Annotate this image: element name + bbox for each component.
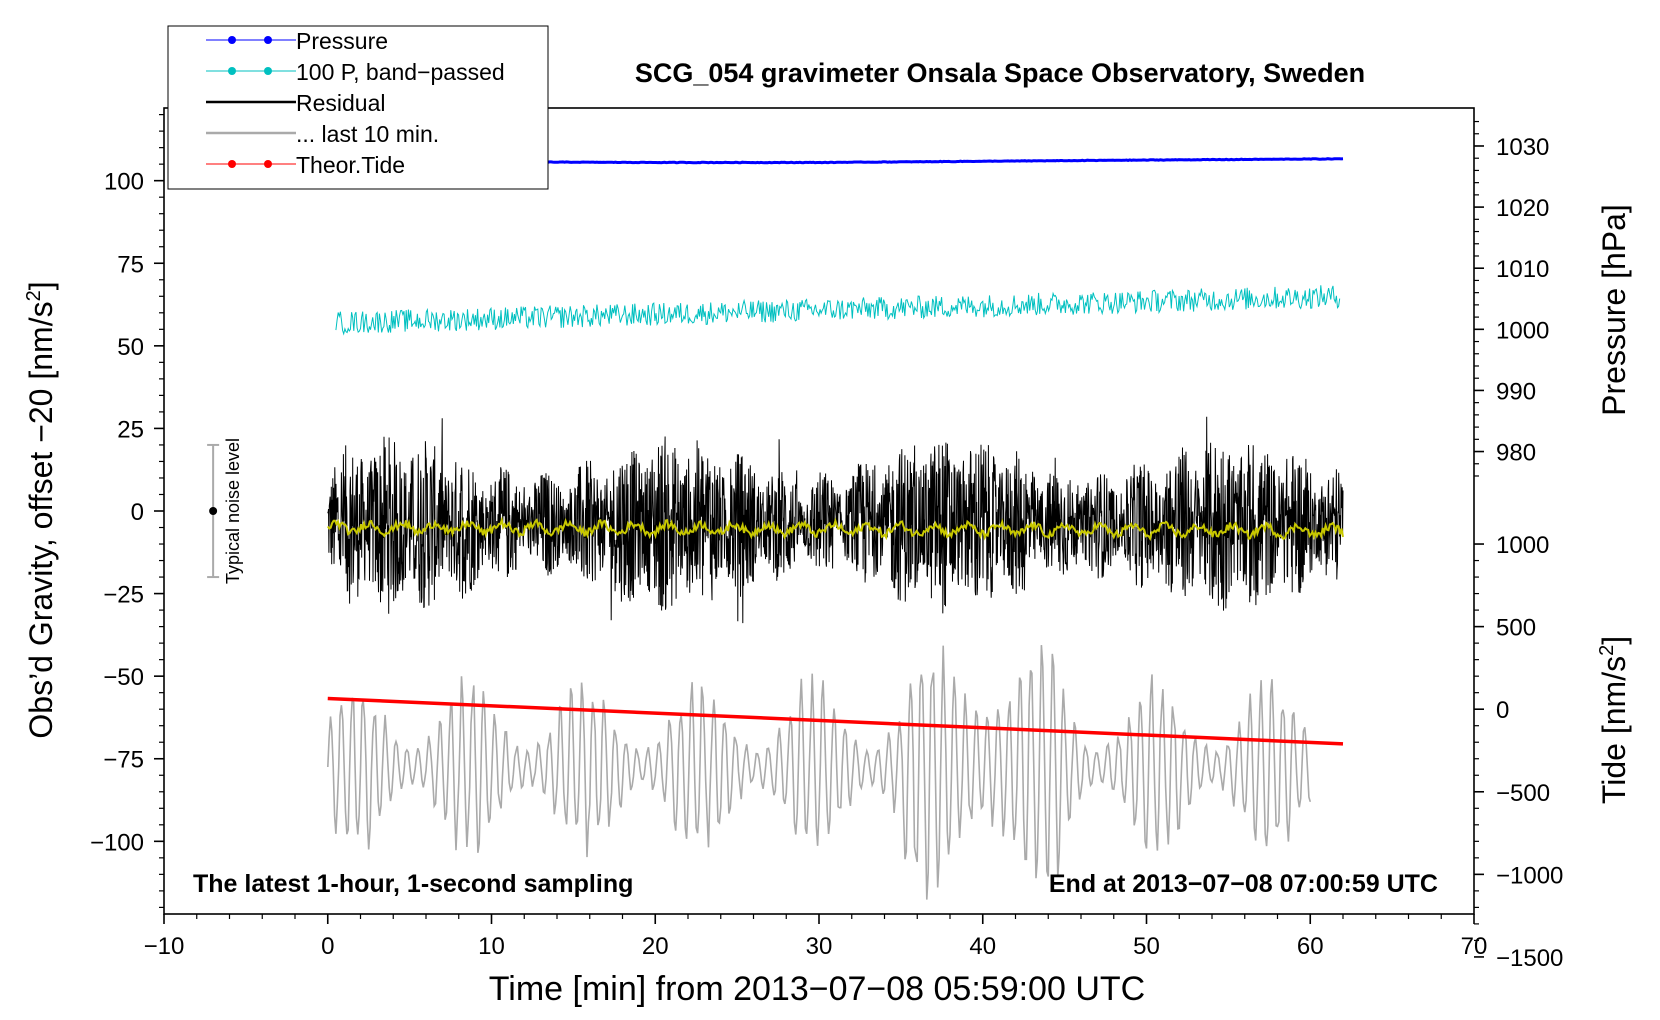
x-tick-label: 0 xyxy=(321,933,334,960)
legend-marker xyxy=(228,36,236,44)
pressure-tick-label: 1010 xyxy=(1496,256,1549,283)
tide-tick-label: −500 xyxy=(1496,780,1550,807)
y-left-tick-label: −100 xyxy=(90,829,144,856)
tide-tick-label: −1500 xyxy=(1496,945,1563,972)
chart-title: SCG_054 gravimeter Onsala Space Observat… xyxy=(635,58,1365,88)
legend: Pressure 100 P, band−passed Residual ... la… xyxy=(167,25,549,190)
legend-label: Residual xyxy=(296,90,386,116)
y-label-tide-end: ] xyxy=(1596,636,1632,645)
pressure-tick-label: 1020 xyxy=(1496,195,1549,222)
annotation-bottom-right: End at 2013−07−08 07:00:59 UTC xyxy=(1049,870,1438,898)
y-left-tick-label: 0 xyxy=(131,499,144,526)
y-left-tick-label: −75 xyxy=(103,747,144,774)
noise-bar-dot xyxy=(209,507,218,515)
legend-label: Theor.Tide xyxy=(296,152,405,178)
y-left-tick-label: 25 xyxy=(117,416,144,443)
series-residual-smoothed-line xyxy=(326,516,1344,542)
x-tick-label: 70 xyxy=(1461,933,1488,960)
x-tick-label: 10 xyxy=(478,933,505,960)
legend-label: 100 P, band−passed xyxy=(296,59,505,85)
tide-tick-label: 0 xyxy=(1496,697,1509,724)
pressure-tick-label: 1000 xyxy=(1496,317,1549,344)
noise-bar-label: Typical noise level xyxy=(223,438,243,584)
y-left-tick-label: 50 xyxy=(117,334,144,361)
y-label-left-end: ] xyxy=(23,281,59,290)
legend-label: ... last 10 min. xyxy=(296,121,439,147)
pressure-tick-label: 1030 xyxy=(1496,134,1549,161)
x-tick-label: 30 xyxy=(806,933,833,960)
legend-marker xyxy=(264,160,272,168)
y-axis-label-tide: Tide [nm/s2] xyxy=(1596,636,1632,804)
pressure-tick-label: 990 xyxy=(1496,378,1536,405)
x-axis-label: Time [min] from 2013−07−08 05:59:00 UTC xyxy=(489,970,1145,1008)
x-tick-label: 60 xyxy=(1297,933,1324,960)
legend-marker xyxy=(264,67,272,75)
y-left-tick-label: 75 xyxy=(117,251,144,278)
annotation-bottom-left: The latest 1-hour, 1-second sampling xyxy=(193,870,633,898)
tide-tick-label: −1000 xyxy=(1496,862,1563,889)
y-label-tide-main: Tide [nm/s xyxy=(1596,656,1632,804)
x-tick-label: −10 xyxy=(144,933,185,960)
series-last10min-line xyxy=(327,645,1312,900)
tide-tick-label: 1000 xyxy=(1496,532,1549,559)
x-tick-label: 50 xyxy=(1133,933,1160,960)
axes-group: −10 0 10 20 30 40 50 60 701007550250−25−50−75−10… xyxy=(90,107,1563,972)
legend-label: Pressure xyxy=(296,28,388,54)
y-label-left-main: Obs’d Gravity, offset −20 [nm/s xyxy=(23,301,59,738)
legend-marker xyxy=(228,67,236,75)
legend-marker xyxy=(228,160,236,168)
x-tick-label: 20 xyxy=(642,933,669,960)
legend-marker xyxy=(264,36,272,44)
series-bandpassed-line xyxy=(335,285,1341,336)
y-left-tick-label: −50 xyxy=(103,664,144,691)
pressure-tick-label: 980 xyxy=(1496,440,1536,467)
y-label-left-sup: 2 xyxy=(23,290,45,301)
series-group xyxy=(326,157,1344,900)
y-label-tide-sup: 2 xyxy=(1596,645,1618,656)
y-left-tick-label: −25 xyxy=(103,582,144,609)
y-axis-label-pressure: Pressure [hPa] xyxy=(1596,204,1632,416)
y-left-tick-label: 100 xyxy=(104,169,144,196)
series-tide-line xyxy=(327,696,1344,746)
noise-bar-group: Typical noise level xyxy=(207,438,243,584)
x-tick-label: 40 xyxy=(969,933,996,960)
y-axis-label-left: Obs’d Gravity, offset −20 [nm/s2] xyxy=(23,281,59,738)
tide-tick-label: 500 xyxy=(1496,615,1536,642)
